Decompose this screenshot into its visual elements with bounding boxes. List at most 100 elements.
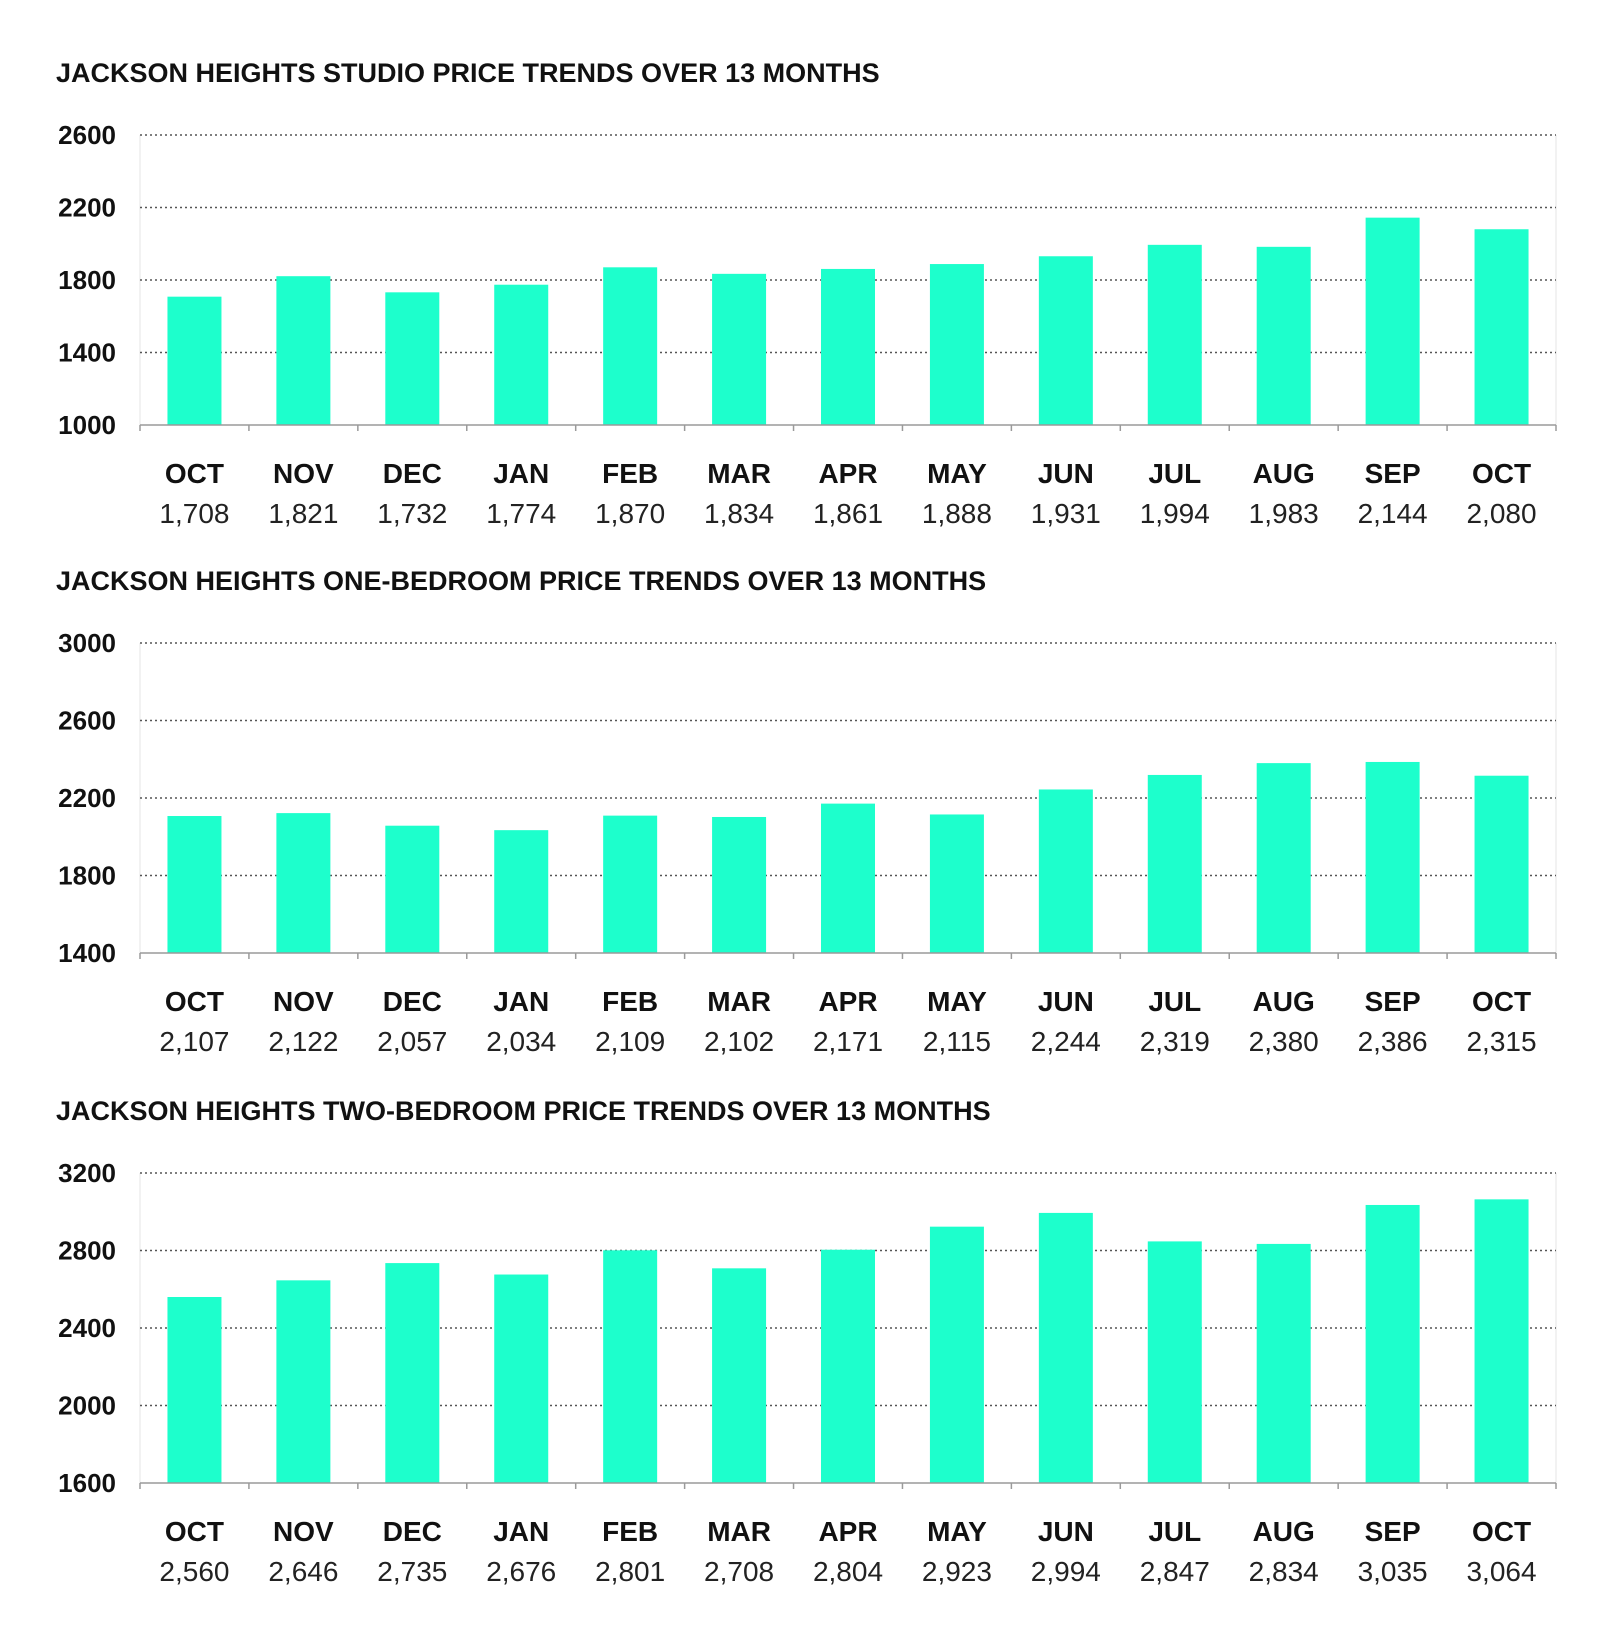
data-label: 2,646 xyxy=(268,1556,338,1587)
data-label: 2,115 xyxy=(923,1026,991,1057)
bar-oct-13 xyxy=(1474,775,1529,953)
data-label: 1,870 xyxy=(595,498,665,529)
bar-sep-12 xyxy=(1365,217,1420,425)
bar-jul-10 xyxy=(1147,244,1202,425)
chart-3: JACKSON HEIGHTS TWO-BEDROOM PRICE TRENDS… xyxy=(56,1096,1557,1587)
data-label: 2,144 xyxy=(1358,498,1428,529)
x-tick-label: DEC xyxy=(383,1516,442,1547)
bar-dec-3 xyxy=(385,292,440,425)
bar-jan-4 xyxy=(494,1274,549,1483)
data-label: 1,888 xyxy=(922,498,992,529)
data-label: 1,834 xyxy=(704,498,774,529)
bar-mar-6 xyxy=(712,273,767,425)
x-tick-label: OCT xyxy=(165,986,224,1017)
x-tick-label: APR xyxy=(818,986,877,1017)
x-tick-label: SEP xyxy=(1365,1516,1421,1547)
x-tick-label: JAN xyxy=(493,1516,549,1547)
data-label: 2,804 xyxy=(813,1556,883,1587)
chart-title: JACKSON HEIGHTS ONE-BEDROOM PRICE TRENDS… xyxy=(56,566,986,596)
bar-nov-2 xyxy=(276,1280,331,1483)
bar-feb-5 xyxy=(603,1250,658,1483)
chart-title: JACKSON HEIGHTS STUDIO PRICE TRENDS OVER… xyxy=(56,58,880,88)
y-tick-label: 1400 xyxy=(58,338,116,368)
bar-dec-3 xyxy=(385,825,440,953)
bar-mar-6 xyxy=(712,1268,767,1483)
bar-oct-1 xyxy=(167,816,222,953)
bar-jun-9 xyxy=(1038,256,1093,425)
bar-feb-5 xyxy=(603,815,658,953)
bar-may-8 xyxy=(929,264,984,425)
x-tick-label: OCT xyxy=(1472,1516,1531,1547)
bar-nov-2 xyxy=(276,813,331,953)
y-tick-label: 1600 xyxy=(58,1468,116,1498)
x-tick-label: JAN xyxy=(493,458,549,489)
data-label: 1,983 xyxy=(1249,498,1319,529)
data-label: 2,109 xyxy=(595,1026,665,1057)
bar-jun-9 xyxy=(1038,789,1093,953)
x-tick-label: NOV xyxy=(273,1516,334,1547)
data-label: 1,732 xyxy=(377,498,447,529)
bar-sep-12 xyxy=(1365,1204,1420,1483)
data-label: 2,107 xyxy=(159,1026,229,1057)
x-tick-label: SEP xyxy=(1365,986,1421,1017)
data-label: 1,861 xyxy=(813,498,883,529)
y-tick-label: 2600 xyxy=(58,120,116,150)
y-tick-label: 2400 xyxy=(58,1313,116,1343)
data-label: 2,315 xyxy=(1466,1026,1536,1057)
data-label: 2,708 xyxy=(704,1556,774,1587)
x-tick-label: APR xyxy=(818,458,877,489)
x-tick-label: OCT xyxy=(1472,458,1531,489)
bar-mar-6 xyxy=(712,816,767,953)
bar-jan-4 xyxy=(494,830,549,953)
y-tick-label: 1800 xyxy=(58,265,116,295)
bar-apr-7 xyxy=(821,268,875,425)
chart-2: JACKSON HEIGHTS ONE-BEDROOM PRICE TRENDS… xyxy=(56,566,1557,1057)
x-tick-label: JUN xyxy=(1038,458,1094,489)
x-tick-label: APR xyxy=(818,1516,877,1547)
data-label: 2,122 xyxy=(268,1026,338,1057)
bar-may-8 xyxy=(929,1226,984,1483)
bar-may-8 xyxy=(929,814,984,953)
bar-jun-9 xyxy=(1038,1212,1093,1483)
data-label: 2,801 xyxy=(595,1556,665,1587)
bar-aug-11 xyxy=(1256,763,1311,953)
x-tick-label: FEB xyxy=(602,1516,658,1547)
data-label: 2,676 xyxy=(486,1556,556,1587)
x-tick-label: AUG xyxy=(1253,458,1315,489)
y-tick-label: 3000 xyxy=(58,628,116,658)
x-tick-label: MAR xyxy=(707,1516,771,1547)
bar-jul-10 xyxy=(1147,774,1202,953)
bar-feb-5 xyxy=(603,267,658,425)
x-tick-label: NOV xyxy=(273,458,334,489)
data-label: 2,923 xyxy=(922,1556,992,1587)
data-label: 2,735 xyxy=(377,1556,447,1587)
data-label: 2,080 xyxy=(1466,498,1536,529)
data-label: 2,034 xyxy=(486,1026,556,1057)
data-label: 3,064 xyxy=(1466,1556,1536,1587)
x-tick-label: OCT xyxy=(1472,986,1531,1017)
y-tick-label: 2600 xyxy=(58,706,116,736)
y-tick-label: 1400 xyxy=(58,938,116,968)
bar-oct-1 xyxy=(167,296,222,425)
data-label: 2,057 xyxy=(377,1026,447,1057)
y-tick-label: 1800 xyxy=(58,861,116,891)
x-tick-label: MAR xyxy=(707,986,771,1017)
x-tick-label: DEC xyxy=(383,986,442,1017)
data-label: 2,171 xyxy=(813,1026,883,1057)
bar-oct-13 xyxy=(1474,229,1529,425)
x-tick-label: AUG xyxy=(1253,1516,1315,1547)
data-label: 2,847 xyxy=(1140,1556,1210,1587)
chart-title: JACKSON HEIGHTS TWO-BEDROOM PRICE TRENDS… xyxy=(56,1096,991,1126)
y-tick-label: 2200 xyxy=(58,193,116,223)
bar-sep-12 xyxy=(1365,761,1420,953)
bar-jan-4 xyxy=(494,284,549,425)
data-label: 3,035 xyxy=(1358,1556,1428,1587)
x-tick-label: DEC xyxy=(383,458,442,489)
data-label: 2,244 xyxy=(1031,1026,1101,1057)
chart-1: JACKSON HEIGHTS STUDIO PRICE TRENDS OVER… xyxy=(56,58,1557,529)
data-label: 1,708 xyxy=(159,498,229,529)
data-label: 2,102 xyxy=(704,1026,774,1057)
bar-oct-1 xyxy=(167,1297,222,1483)
x-tick-label: JAN xyxy=(493,986,549,1017)
